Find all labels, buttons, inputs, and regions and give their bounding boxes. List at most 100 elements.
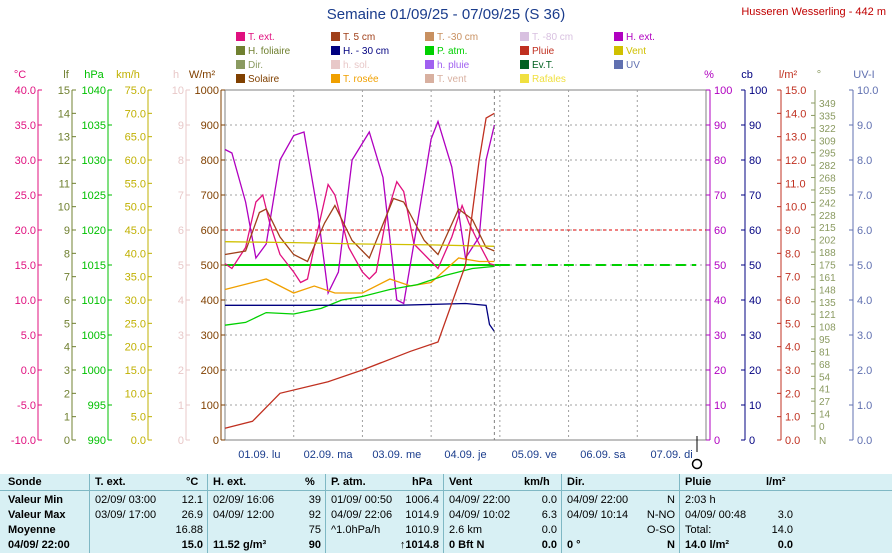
axis-tick-label: 1030 [82, 155, 106, 167]
legend-item: UV [614, 59, 640, 72]
axis-tick-label: 15.0 [15, 260, 36, 272]
stats-cell: ↑1014.8 [399, 539, 439, 551]
legend-swatch [236, 32, 245, 41]
stats-cell: 02/09/ 03:00 [95, 494, 157, 506]
axis-tick-label: 0.0 [857, 435, 872, 447]
axis-unit-label: % [704, 69, 714, 81]
axis-tick-label: 188 [819, 248, 836, 259]
axis-tick-label: 80 [714, 155, 726, 167]
axis-tick-label: 68 [819, 360, 831, 371]
axis-tick-label: 60.0 [125, 155, 146, 167]
axis-tick-label: 322 [819, 124, 836, 135]
axis-tick-label: 5 [64, 318, 70, 330]
axis-tick-label: 135 [819, 298, 836, 309]
legend-label: T. -30 cm [437, 32, 479, 43]
axis-tick-label: 30 [749, 330, 761, 342]
axis-tick-label: 70 [714, 190, 726, 202]
x-tick-label: 02.09. ma [304, 449, 354, 461]
legend-label: T. 5 cm [343, 32, 376, 43]
legend-swatch [614, 46, 623, 55]
axis-tick-label: 7 [178, 190, 184, 202]
axis-tick-label: 80 [749, 155, 761, 167]
axis-tick-label: 14 [819, 410, 831, 421]
stats-cell: 0.0 [541, 539, 557, 551]
stats-cell: 0 ° [567, 539, 581, 551]
axis-tick-label: 50 [714, 260, 726, 272]
axis-tick-label: 282 [819, 161, 836, 172]
axis-tick-label: 40 [749, 295, 761, 307]
axis-tick-label: 5.0 [785, 318, 800, 330]
axis-tick-label: 3.0 [857, 330, 872, 342]
legend-swatch [331, 46, 340, 55]
stats-cell: 92 [308, 509, 321, 521]
stats-cell: 0 Bft N [449, 539, 485, 551]
legend-swatch [614, 32, 623, 41]
legend-label: P. atm. [437, 46, 468, 57]
axis-tick-label: 0 [819, 422, 825, 433]
legend-swatch [425, 32, 434, 41]
stats-header-text-unit: °C [186, 476, 199, 488]
axis-tick-label: 41 [819, 385, 831, 396]
axis-tick-label: 14.0 [785, 108, 806, 120]
stats-cell: 04/09/ 22:00 [449, 494, 511, 506]
axis-tick-label: 10 [749, 400, 761, 412]
stats-divider [89, 474, 90, 553]
legend-item: Dir. [236, 59, 263, 72]
axis-tick-label: 121 [819, 310, 836, 321]
axis-unit-label: ° [817, 69, 821, 81]
axis-tick-label: 45.0 [125, 225, 146, 237]
stats-cell: Moyenne [8, 524, 56, 536]
axis-unit-label: lf [63, 69, 69, 81]
stats-cell: 0.0 [777, 539, 793, 551]
stats-cell: 3.0 [777, 509, 793, 521]
stats-cell: 0.0 [541, 494, 557, 506]
axis-tick-label: 5.0 [21, 330, 36, 342]
legend-swatch [331, 60, 340, 69]
x-tick-label: 03.09. me [372, 449, 421, 461]
axis-tick-label: 0.0 [21, 365, 36, 377]
legend-item: T. -30 cm [425, 31, 478, 44]
stats-cell: 90 [308, 539, 321, 551]
stats-cell: 1010.9 [405, 524, 439, 536]
axis-tick-label: 50 [749, 260, 761, 272]
axis-tick-label: 11.0 [785, 178, 806, 190]
axis-tick-label: 8 [64, 248, 70, 260]
axis-tick-label: 55.0 [125, 178, 146, 190]
axis-tick-label: 5 [178, 260, 184, 272]
axis-tick-label: 60 [749, 225, 761, 237]
axis-tick-label: 1 [64, 412, 70, 424]
x-tick-label: 07.09. di [651, 449, 693, 461]
axis-tick-label: 35.0 [125, 272, 146, 284]
stats-cell: O-SO [646, 524, 675, 536]
axis-tick-label: 1000 [195, 85, 219, 97]
axis-tick-label: 20.0 [15, 225, 36, 237]
legend-item: H. foliaire [236, 45, 290, 58]
stats-cell: 02/09/ 16:06 [213, 494, 275, 506]
stats-cell: N-NO [646, 509, 675, 521]
axis-tick-label: 1005 [82, 330, 106, 342]
axis-tick-label: 1010 [82, 295, 106, 307]
axis-unit-label: cb [741, 69, 753, 81]
axis-tick-label: 0.0 [785, 435, 800, 447]
series-line [224, 257, 495, 294]
axis-unit-label: l/m² [779, 69, 798, 81]
x-tick-label: 05.09. ve [512, 449, 557, 461]
station-name: Husseren Wesserling - 442 m [741, 6, 886, 18]
axis-tick-label: 4 [178, 295, 184, 307]
axis-tick-label: 6.0 [857, 225, 872, 237]
x-tick-label: 01.09. lu [238, 449, 280, 461]
axis-tick-label: 50.0 [125, 202, 146, 214]
axis-tick-label: 95 [819, 335, 831, 346]
axis-tick-label: 148 [819, 285, 836, 296]
axis-tick-label: 100 [749, 85, 767, 97]
axis-tick-label: 6 [178, 225, 184, 237]
axis-tick-label: 0 [749, 435, 755, 447]
stats-cell: ^1.0hPa/h [331, 524, 381, 536]
legend-swatch [236, 46, 245, 55]
axis-tick-label: 800 [201, 155, 219, 167]
axis-tick-label: 30.0 [125, 295, 146, 307]
stats-header-hext: H. ext. [213, 476, 247, 488]
legend-label: T. ext. [248, 32, 275, 43]
axis-tick-label: 40.0 [15, 85, 36, 97]
stats-cell: 15.0 [181, 539, 203, 551]
